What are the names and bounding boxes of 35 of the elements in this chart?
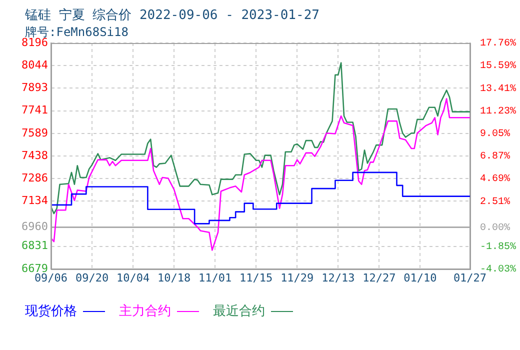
legend-label: 现货价格	[25, 303, 77, 320]
y2-tick-label: 17.76%	[480, 38, 516, 50]
y2-tick-label: 6.87%	[480, 152, 510, 163]
x-tick-label: 11/15	[240, 271, 273, 284]
y-tick-label: 7438	[22, 148, 48, 162]
x-tick-label: 12/13	[322, 271, 355, 284]
y-tick-label: 7134	[22, 194, 48, 208]
y-tick-label: 7893	[22, 81, 48, 94]
x-tick-label: 12/27	[362, 271, 396, 284]
chart-title: 锰硅 宁夏 综合价 2022-09-06 - 2023-01-27	[25, 7, 320, 24]
y-tick-label: 7741	[22, 104, 48, 117]
y-tick-label: 7286	[22, 171, 48, 184]
x-tick-label: 11/29	[280, 271, 314, 284]
legend-label: 主力合约	[119, 303, 171, 320]
y2-tick-label: 2.51%	[480, 196, 510, 208]
chart-subtitle: 牌号:FeMn68Si18	[25, 24, 128, 39]
y2-tick-label: 4.69%	[480, 174, 510, 186]
x-tick-label: 11/01	[198, 271, 232, 284]
x-tick-label: 09/06	[34, 271, 68, 284]
y-tick-label: 6960	[22, 220, 48, 233]
x-tick-label: 10/04	[116, 271, 150, 284]
y2-tick-label: 0.00%	[480, 222, 510, 234]
x-tick-label: 01/27	[453, 271, 487, 284]
y2-tick-label: -1.85%	[480, 242, 516, 254]
x-tick-label: 10/18	[158, 271, 191, 284]
x-tick-label: 01/10	[404, 271, 437, 284]
y-tick-label: 7589	[22, 126, 48, 140]
y2-tick-label: 15.59%	[480, 61, 516, 72]
y-tick-label: 8044	[22, 58, 48, 72]
legend-label: 最近合约	[213, 303, 265, 320]
y2-tick-label: 13.41%	[480, 84, 516, 95]
y2-tick-label: 9.05%	[480, 128, 510, 140]
y-tick-label: 6831	[22, 239, 48, 252]
x-tick-label: 09/20	[75, 271, 109, 284]
y2-tick-label: 11.23%	[480, 106, 516, 118]
